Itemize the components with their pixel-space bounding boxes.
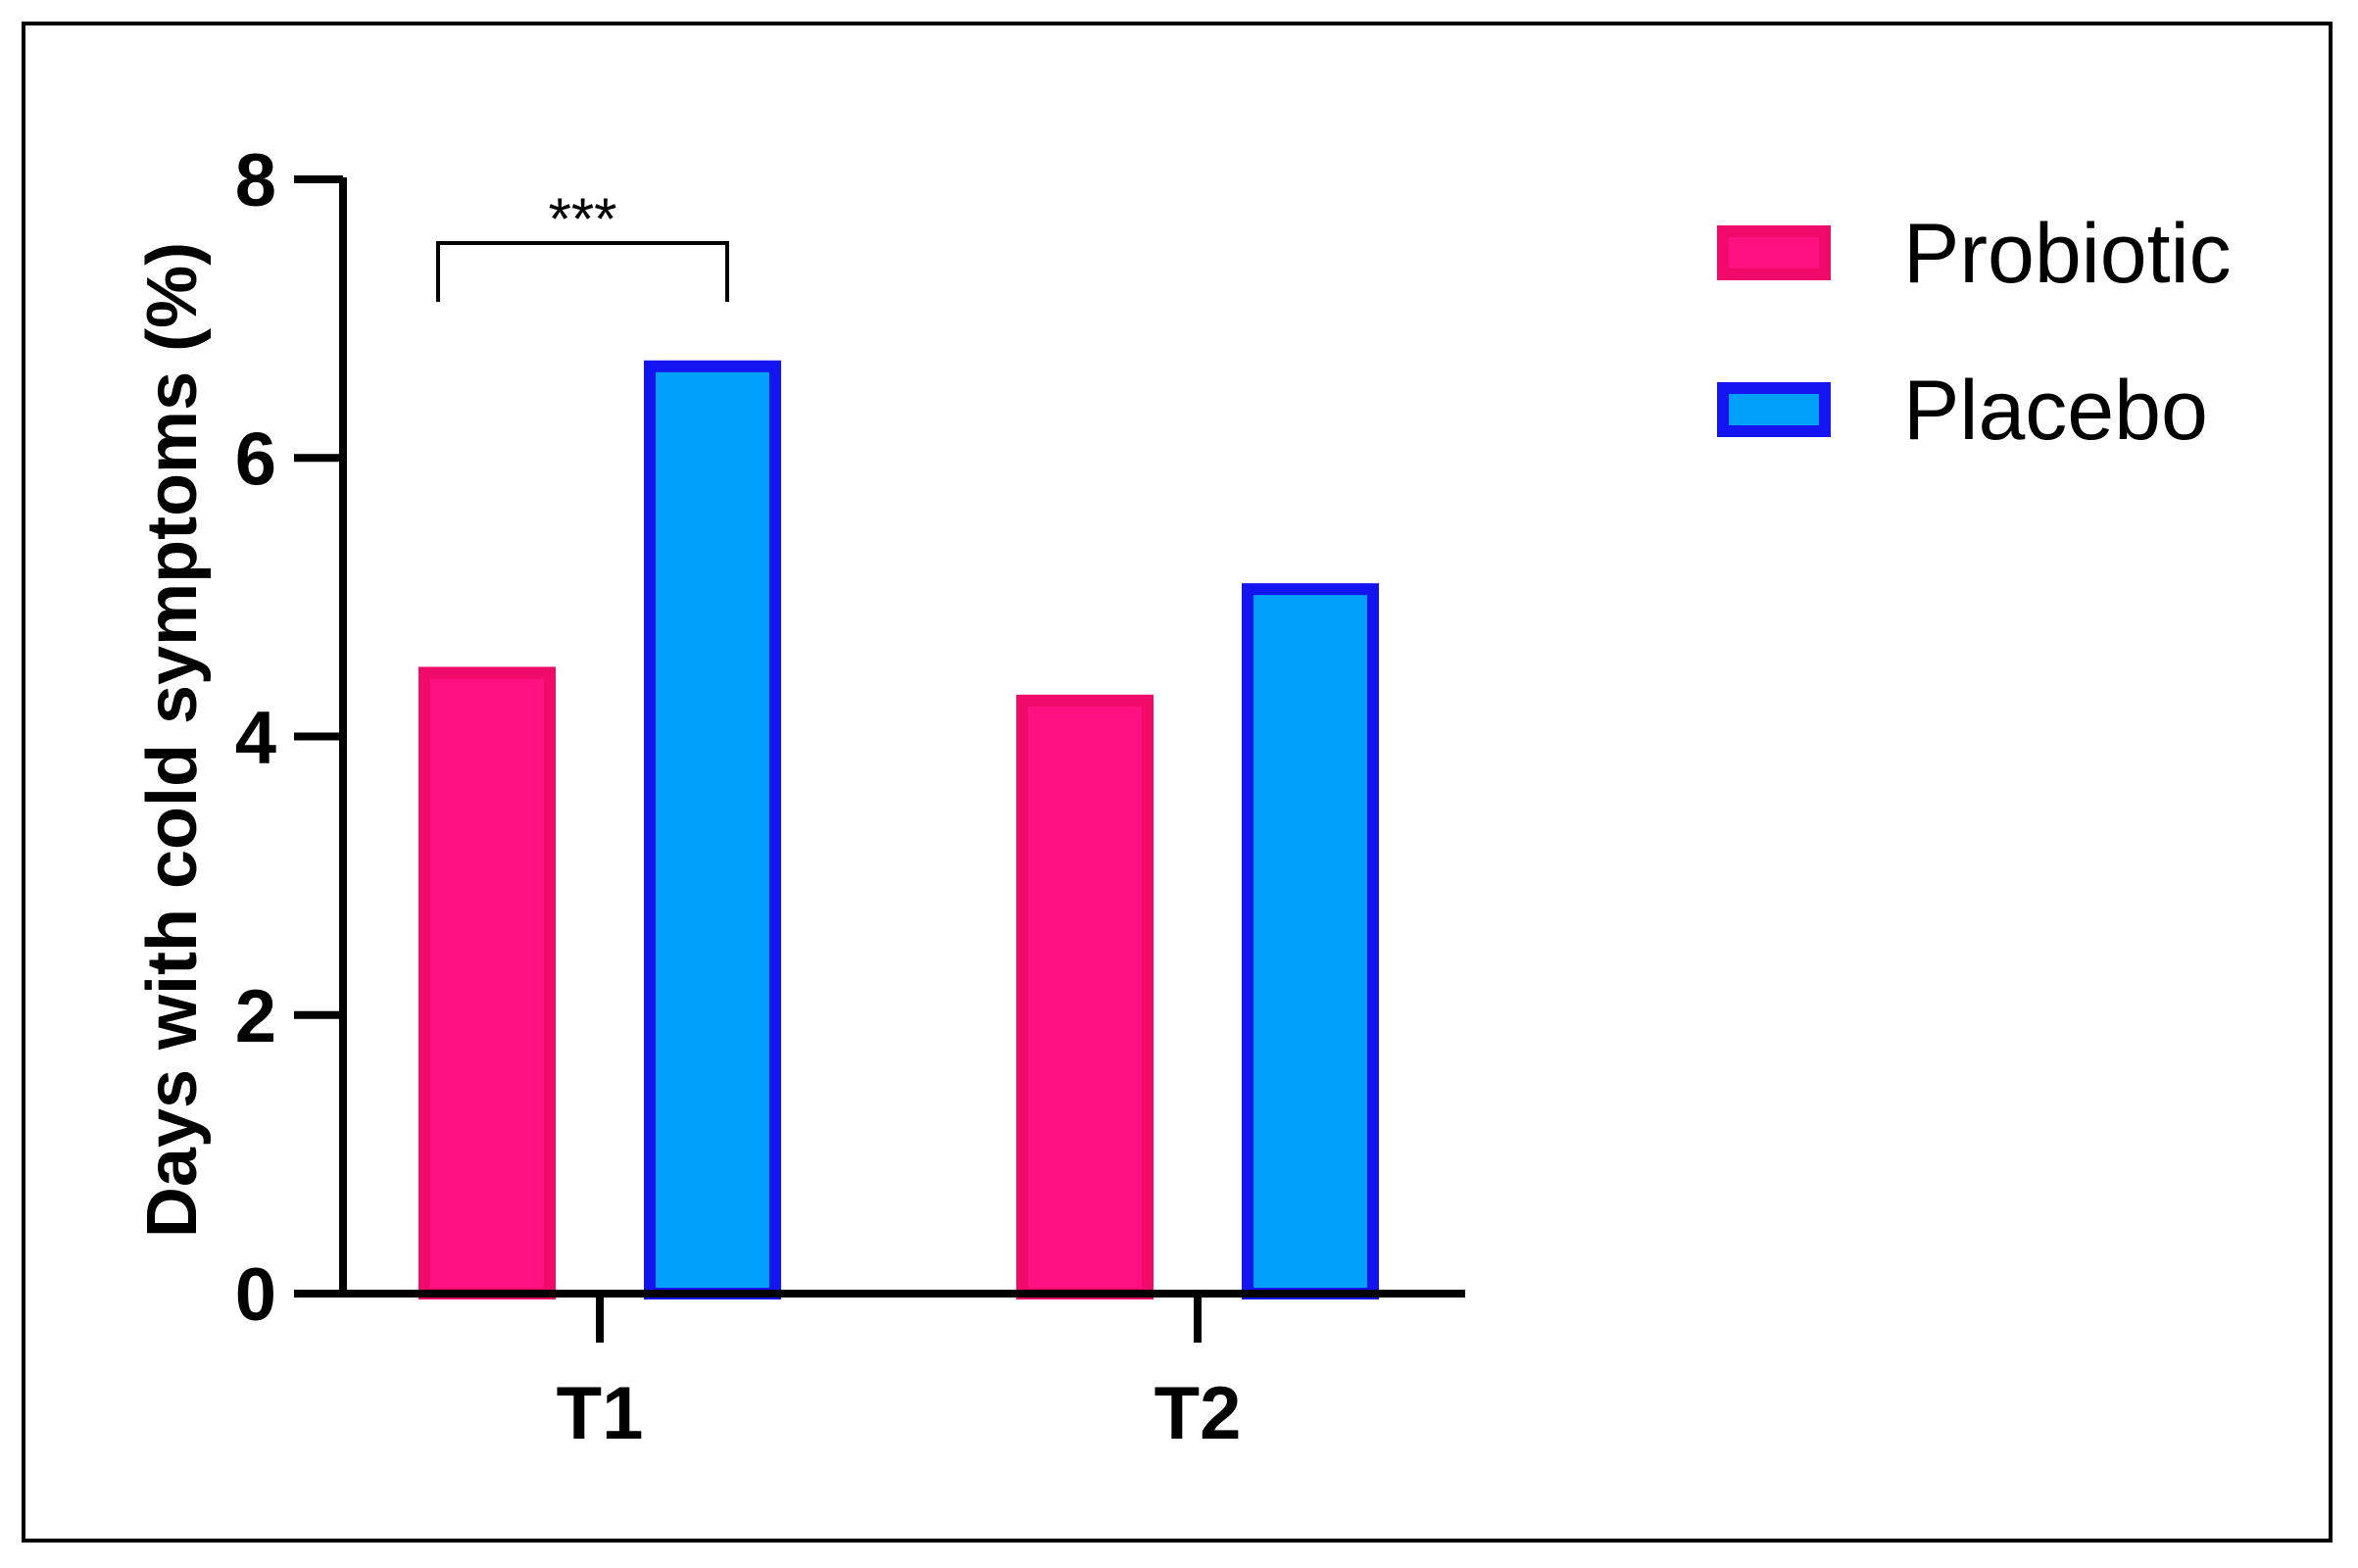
legend-label-probiotic: Probiotic bbox=[1903, 207, 2232, 301]
y-tick-label-4: 4 bbox=[235, 697, 276, 780]
bar-probiotic-t1 bbox=[418, 666, 556, 1299]
legend-swatch-placebo bbox=[1717, 382, 1831, 437]
legend-label-placebo: Placebo bbox=[1903, 364, 2208, 458]
y-tick-label-8: 8 bbox=[235, 139, 276, 222]
legend: Probiotic Placebo bbox=[1717, 207, 2232, 458]
bars-layer bbox=[418, 360, 1379, 1299]
x-tick-label-t2: T2 bbox=[1154, 1372, 1242, 1455]
bar-placebo-t2 bbox=[1242, 583, 1379, 1299]
annotation-layer: *** bbox=[436, 186, 729, 302]
significance-label: *** bbox=[548, 186, 616, 252]
y-tick-label-6: 6 bbox=[235, 417, 276, 501]
axes-layer: 0 2 4 6 8 T1 T2 bbox=[235, 139, 1465, 1455]
significance-bracket bbox=[436, 241, 729, 302]
x-tick-label-t1: T1 bbox=[557, 1372, 644, 1455]
y-axis-title: Days with cold symptoms (%) bbox=[133, 242, 212, 1238]
figure-frame bbox=[22, 22, 2333, 1543]
y-tick-label-2: 2 bbox=[235, 975, 276, 1058]
bar-placebo-t1 bbox=[644, 360, 781, 1299]
y-tick-label-0: 0 bbox=[235, 1253, 276, 1337]
legend-swatch-probiotic bbox=[1717, 225, 1831, 280]
bar-probiotic-t2 bbox=[1016, 694, 1154, 1299]
